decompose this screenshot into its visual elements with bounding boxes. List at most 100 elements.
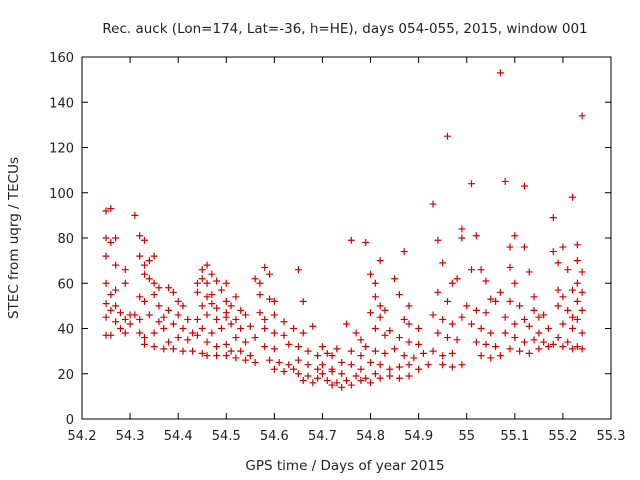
data-point xyxy=(141,340,149,348)
data-point xyxy=(535,345,543,353)
data-point xyxy=(569,325,577,332)
data-point xyxy=(419,349,427,357)
data-point xyxy=(367,379,375,387)
data-point xyxy=(261,263,269,271)
data-point xyxy=(554,302,562,310)
x-tick-label: 54.5 xyxy=(212,429,241,444)
data-point xyxy=(232,293,240,301)
data-point xyxy=(136,293,144,301)
data-point xyxy=(506,297,514,305)
data-point xyxy=(102,313,110,321)
data-point xyxy=(136,232,144,240)
data-point xyxy=(323,377,331,385)
data-point xyxy=(145,311,153,319)
data-point xyxy=(328,352,336,360)
data-point xyxy=(222,279,230,287)
data-point xyxy=(222,352,230,360)
data-point xyxy=(376,313,384,321)
data-point xyxy=(578,306,586,314)
data-point xyxy=(564,266,572,274)
data-point xyxy=(179,347,187,355)
data-point xyxy=(429,200,437,208)
data-point xyxy=(328,367,336,375)
data-point xyxy=(150,329,158,337)
data-point xyxy=(203,293,211,301)
data-point xyxy=(391,275,399,283)
data-point xyxy=(540,311,548,319)
data-point xyxy=(458,225,466,233)
data-point xyxy=(318,361,326,369)
data-point xyxy=(362,239,370,247)
data-point xyxy=(569,345,577,353)
data-point xyxy=(160,313,168,321)
data-point xyxy=(492,343,500,351)
data-point xyxy=(222,309,230,317)
data-point xyxy=(112,318,120,326)
data-point xyxy=(102,300,110,308)
data-point xyxy=(472,306,480,314)
data-point xyxy=(520,315,528,323)
data-point xyxy=(347,361,355,369)
data-point xyxy=(141,270,149,278)
data-point xyxy=(578,268,586,276)
data-point xyxy=(179,302,187,310)
data-point xyxy=(102,207,110,215)
data-point xyxy=(415,365,423,373)
data-point xyxy=(251,275,259,283)
data-point xyxy=(145,257,153,265)
data-point xyxy=(155,284,163,292)
data-point xyxy=(516,347,524,355)
data-point xyxy=(472,232,480,240)
data-point xyxy=(381,306,389,314)
data-point xyxy=(150,343,158,351)
data-point xyxy=(184,315,192,323)
data-point xyxy=(511,232,519,240)
x-tick-label: 54.3 xyxy=(116,429,145,444)
data-point xyxy=(169,320,177,328)
data-point xyxy=(299,329,307,337)
data-point xyxy=(179,325,187,332)
data-point xyxy=(482,309,490,317)
data-point xyxy=(443,132,451,140)
data-point xyxy=(367,358,375,366)
data-point xyxy=(107,205,115,213)
data-point xyxy=(256,309,264,317)
data-point xyxy=(174,297,182,305)
data-point xyxy=(472,338,480,346)
data-point xyxy=(516,302,524,310)
data-point xyxy=(189,329,197,337)
data-point xyxy=(415,325,423,332)
data-point xyxy=(448,349,456,357)
data-point xyxy=(400,315,408,323)
x-tick-label: 55 xyxy=(458,429,475,444)
data-point xyxy=(439,259,447,267)
data-point xyxy=(232,334,240,342)
data-point xyxy=(217,325,225,332)
data-point xyxy=(347,347,355,355)
data-point xyxy=(573,297,581,305)
data-point xyxy=(208,270,216,278)
data-point xyxy=(174,311,182,319)
data-point xyxy=(294,266,302,274)
data-point xyxy=(395,291,403,299)
data-point xyxy=(222,297,230,305)
data-point xyxy=(559,320,567,328)
data-point xyxy=(347,381,355,389)
data-point xyxy=(251,358,259,366)
data-point xyxy=(463,302,471,310)
data-point xyxy=(193,279,201,287)
data-point xyxy=(573,315,581,323)
data-point xyxy=(405,320,413,328)
data-point xyxy=(391,345,399,353)
data-point xyxy=(121,279,129,287)
data-point xyxy=(314,365,322,373)
data-point xyxy=(338,383,346,391)
data-point xyxy=(487,329,495,337)
data-point xyxy=(136,329,144,337)
y-tick-label: 40 xyxy=(57,323,74,338)
data-point xyxy=(549,214,557,222)
data-point xyxy=(520,338,528,346)
data-point xyxy=(535,329,543,337)
data-point xyxy=(208,300,216,308)
data-point xyxy=(343,377,350,385)
